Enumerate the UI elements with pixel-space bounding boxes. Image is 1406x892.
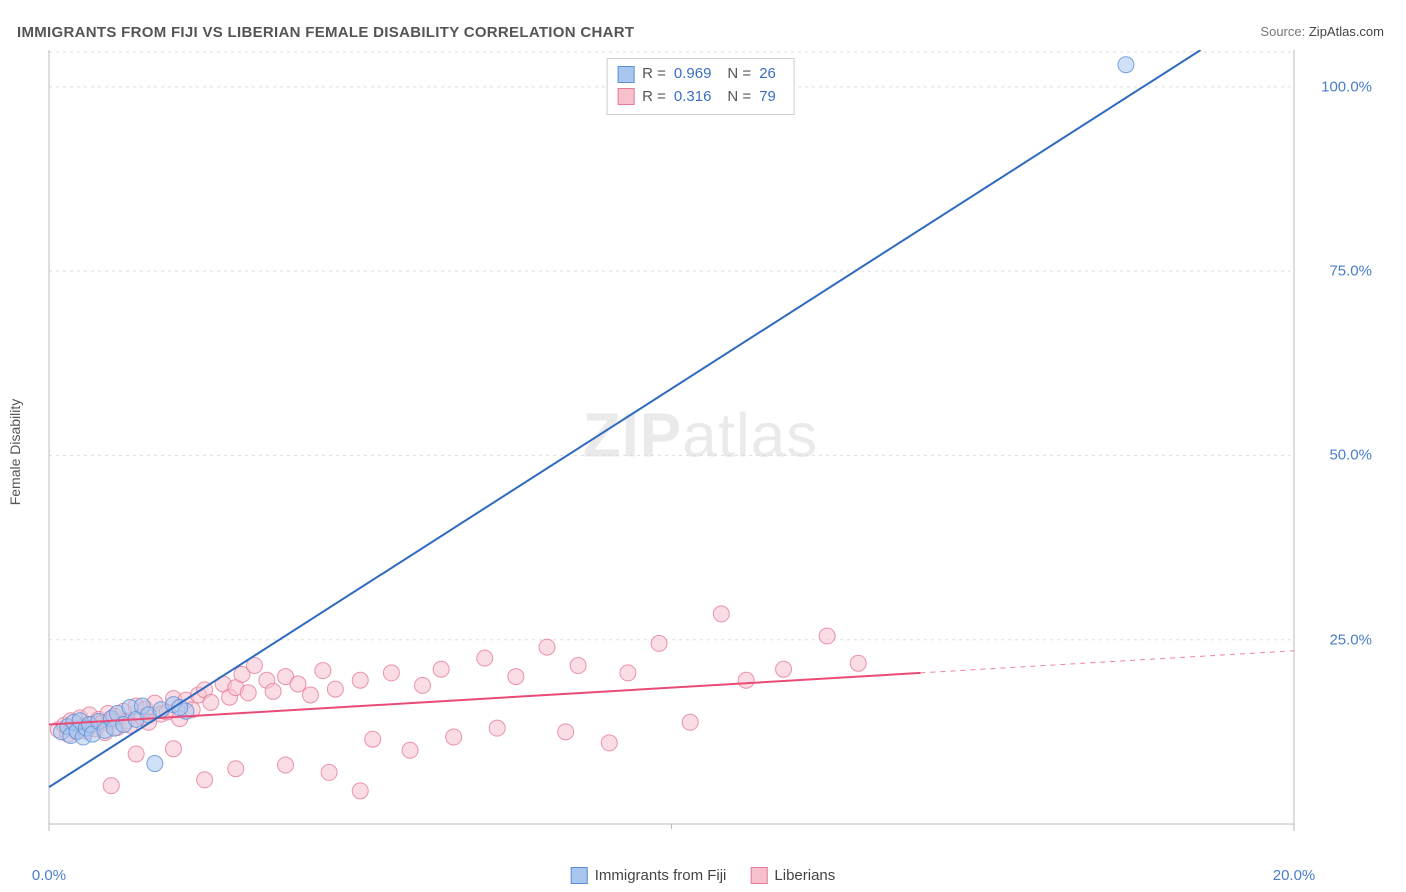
stats-legend-row: R =0.316N =79 [617, 86, 784, 109]
scatter-plot-svg [17, 50, 1384, 854]
chart-area: Female Disability ZIPatlas R =0.969N =26… [17, 50, 1384, 854]
y-tick-label: 50.0% [1329, 447, 1372, 464]
y-tick-label: 75.0% [1329, 263, 1372, 280]
legend-item: Immigrants from Fiji [571, 867, 727, 884]
legend-swatch [571, 867, 588, 884]
y-tick-label: 25.0% [1329, 631, 1372, 648]
chart-title: IMMIGRANTS FROM FIJI VS LIBERIAN FEMALE … [17, 24, 634, 41]
legend-swatch [750, 867, 767, 884]
legend-label: Liberians [774, 867, 835, 884]
legend-item: Liberians [750, 867, 835, 884]
source-attribution: Source: ZipAtlas.com [1260, 24, 1384, 39]
legend-swatch [617, 88, 634, 105]
source-value: ZipAtlas.com [1309, 24, 1384, 39]
x-tick-label: 0.0% [32, 867, 66, 884]
stats-legend-row: R =0.969N =26 [617, 63, 784, 86]
y-tick-label: 100.0% [1321, 78, 1372, 95]
x-tick-label: 20.0% [1273, 867, 1316, 884]
stats-legend-box: R =0.969N =26R =0.316N =79 [606, 58, 795, 115]
bottom-legend: Immigrants from Fiji Liberians [571, 867, 836, 884]
legend-swatch [617, 66, 634, 83]
legend-label: Immigrants from Fiji [595, 867, 727, 884]
source-label: Source: [1260, 24, 1305, 39]
